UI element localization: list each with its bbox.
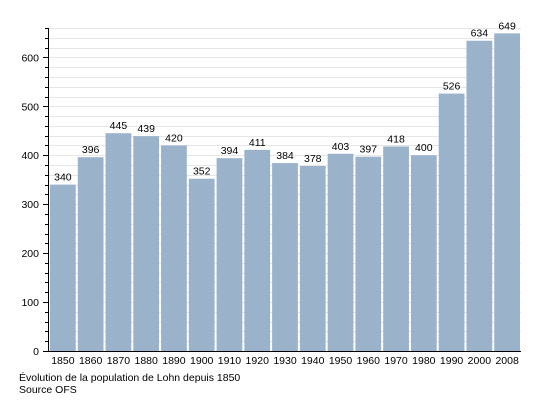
bar-1880	[133, 136, 160, 351]
bar-2008	[494, 33, 520, 352]
chart-source: Source OFS	[19, 384, 77, 396]
x-tick-label-1900: 1900	[190, 355, 214, 367]
x-tick-label-1960: 1960	[357, 355, 381, 367]
bar-1890	[161, 145, 187, 351]
y-tick-label-0: 0	[33, 346, 39, 358]
bars	[50, 33, 520, 352]
bar-1910	[216, 158, 243, 351]
value-label-1970: 418	[387, 133, 405, 145]
x-tick-label-1940: 1940	[301, 355, 325, 367]
y-tick-label-100: 100	[21, 297, 39, 309]
value-label-1870: 445	[110, 120, 128, 132]
x-tick-label-1890: 1890	[162, 355, 186, 367]
bar-1960	[355, 156, 382, 351]
value-label-2000: 634	[471, 28, 489, 40]
bar-1920	[244, 149, 271, 351]
value-label-1860: 396	[82, 144, 100, 156]
y-tick-label-200: 200	[21, 248, 39, 260]
chart-caption: Évolution de la population de Lohn depui…	[19, 372, 241, 384]
x-tick-label-1910: 1910	[218, 355, 242, 367]
x-tick-label-1970: 1970	[384, 355, 408, 367]
x-tick-label-2000: 2000	[468, 355, 492, 367]
bar-1940	[299, 166, 326, 351]
y-tick-label-300: 300	[21, 199, 39, 211]
x-tick-label-1930: 1930	[273, 355, 297, 367]
value-label-1960: 397	[360, 144, 378, 156]
value-labels: 340 1850 396 1860 445 1870 439 1880 420 1890 352 19…	[51, 20, 519, 367]
bar-1850	[50, 184, 76, 351]
bar-1900	[188, 178, 215, 351]
bar-1970	[383, 146, 409, 351]
value-label-1920: 411	[249, 137, 266, 149]
value-label-1910: 394	[221, 145, 239, 157]
bar-1950	[327, 153, 354, 351]
bar-1870	[105, 133, 132, 351]
axes: 0 100 200 300 400 500 600	[21, 28, 521, 358]
y-tick-label-500: 500	[21, 101, 39, 113]
bar-1930	[272, 163, 298, 351]
bar-2000	[466, 40, 493, 351]
x-tick-label-1920: 1920	[246, 355, 270, 367]
value-label-1890: 420	[165, 132, 183, 144]
y-tick-label-600: 600	[21, 52, 39, 64]
y-tick-label-400: 400	[21, 150, 39, 162]
value-label-1850: 340	[54, 172, 72, 184]
value-label-1880: 439	[137, 123, 155, 135]
x-tick-label-1990: 1990	[440, 355, 464, 367]
value-label-2008: 649	[498, 20, 516, 32]
x-tick-label-1980: 1980	[412, 355, 436, 367]
value-label-1930: 384	[276, 150, 294, 162]
value-label-1990: 526	[443, 81, 461, 93]
x-tick-label-1860: 1860	[79, 355, 103, 367]
x-tick-label-2008: 2008	[495, 355, 519, 367]
x-tick-label-1850: 1850	[51, 355, 75, 367]
x-tick-label-1880: 1880	[134, 355, 158, 367]
value-label-1940: 378	[304, 153, 322, 165]
value-label-1950: 403	[332, 141, 350, 153]
bar-1860	[77, 157, 104, 351]
x-tick-label-1870: 1870	[107, 355, 131, 367]
x-tick-label-1950: 1950	[329, 355, 353, 367]
value-label-1900: 352	[193, 166, 211, 178]
bar-1990	[438, 93, 465, 351]
bar-1980	[410, 155, 437, 351]
value-label-1980: 400	[415, 142, 433, 154]
